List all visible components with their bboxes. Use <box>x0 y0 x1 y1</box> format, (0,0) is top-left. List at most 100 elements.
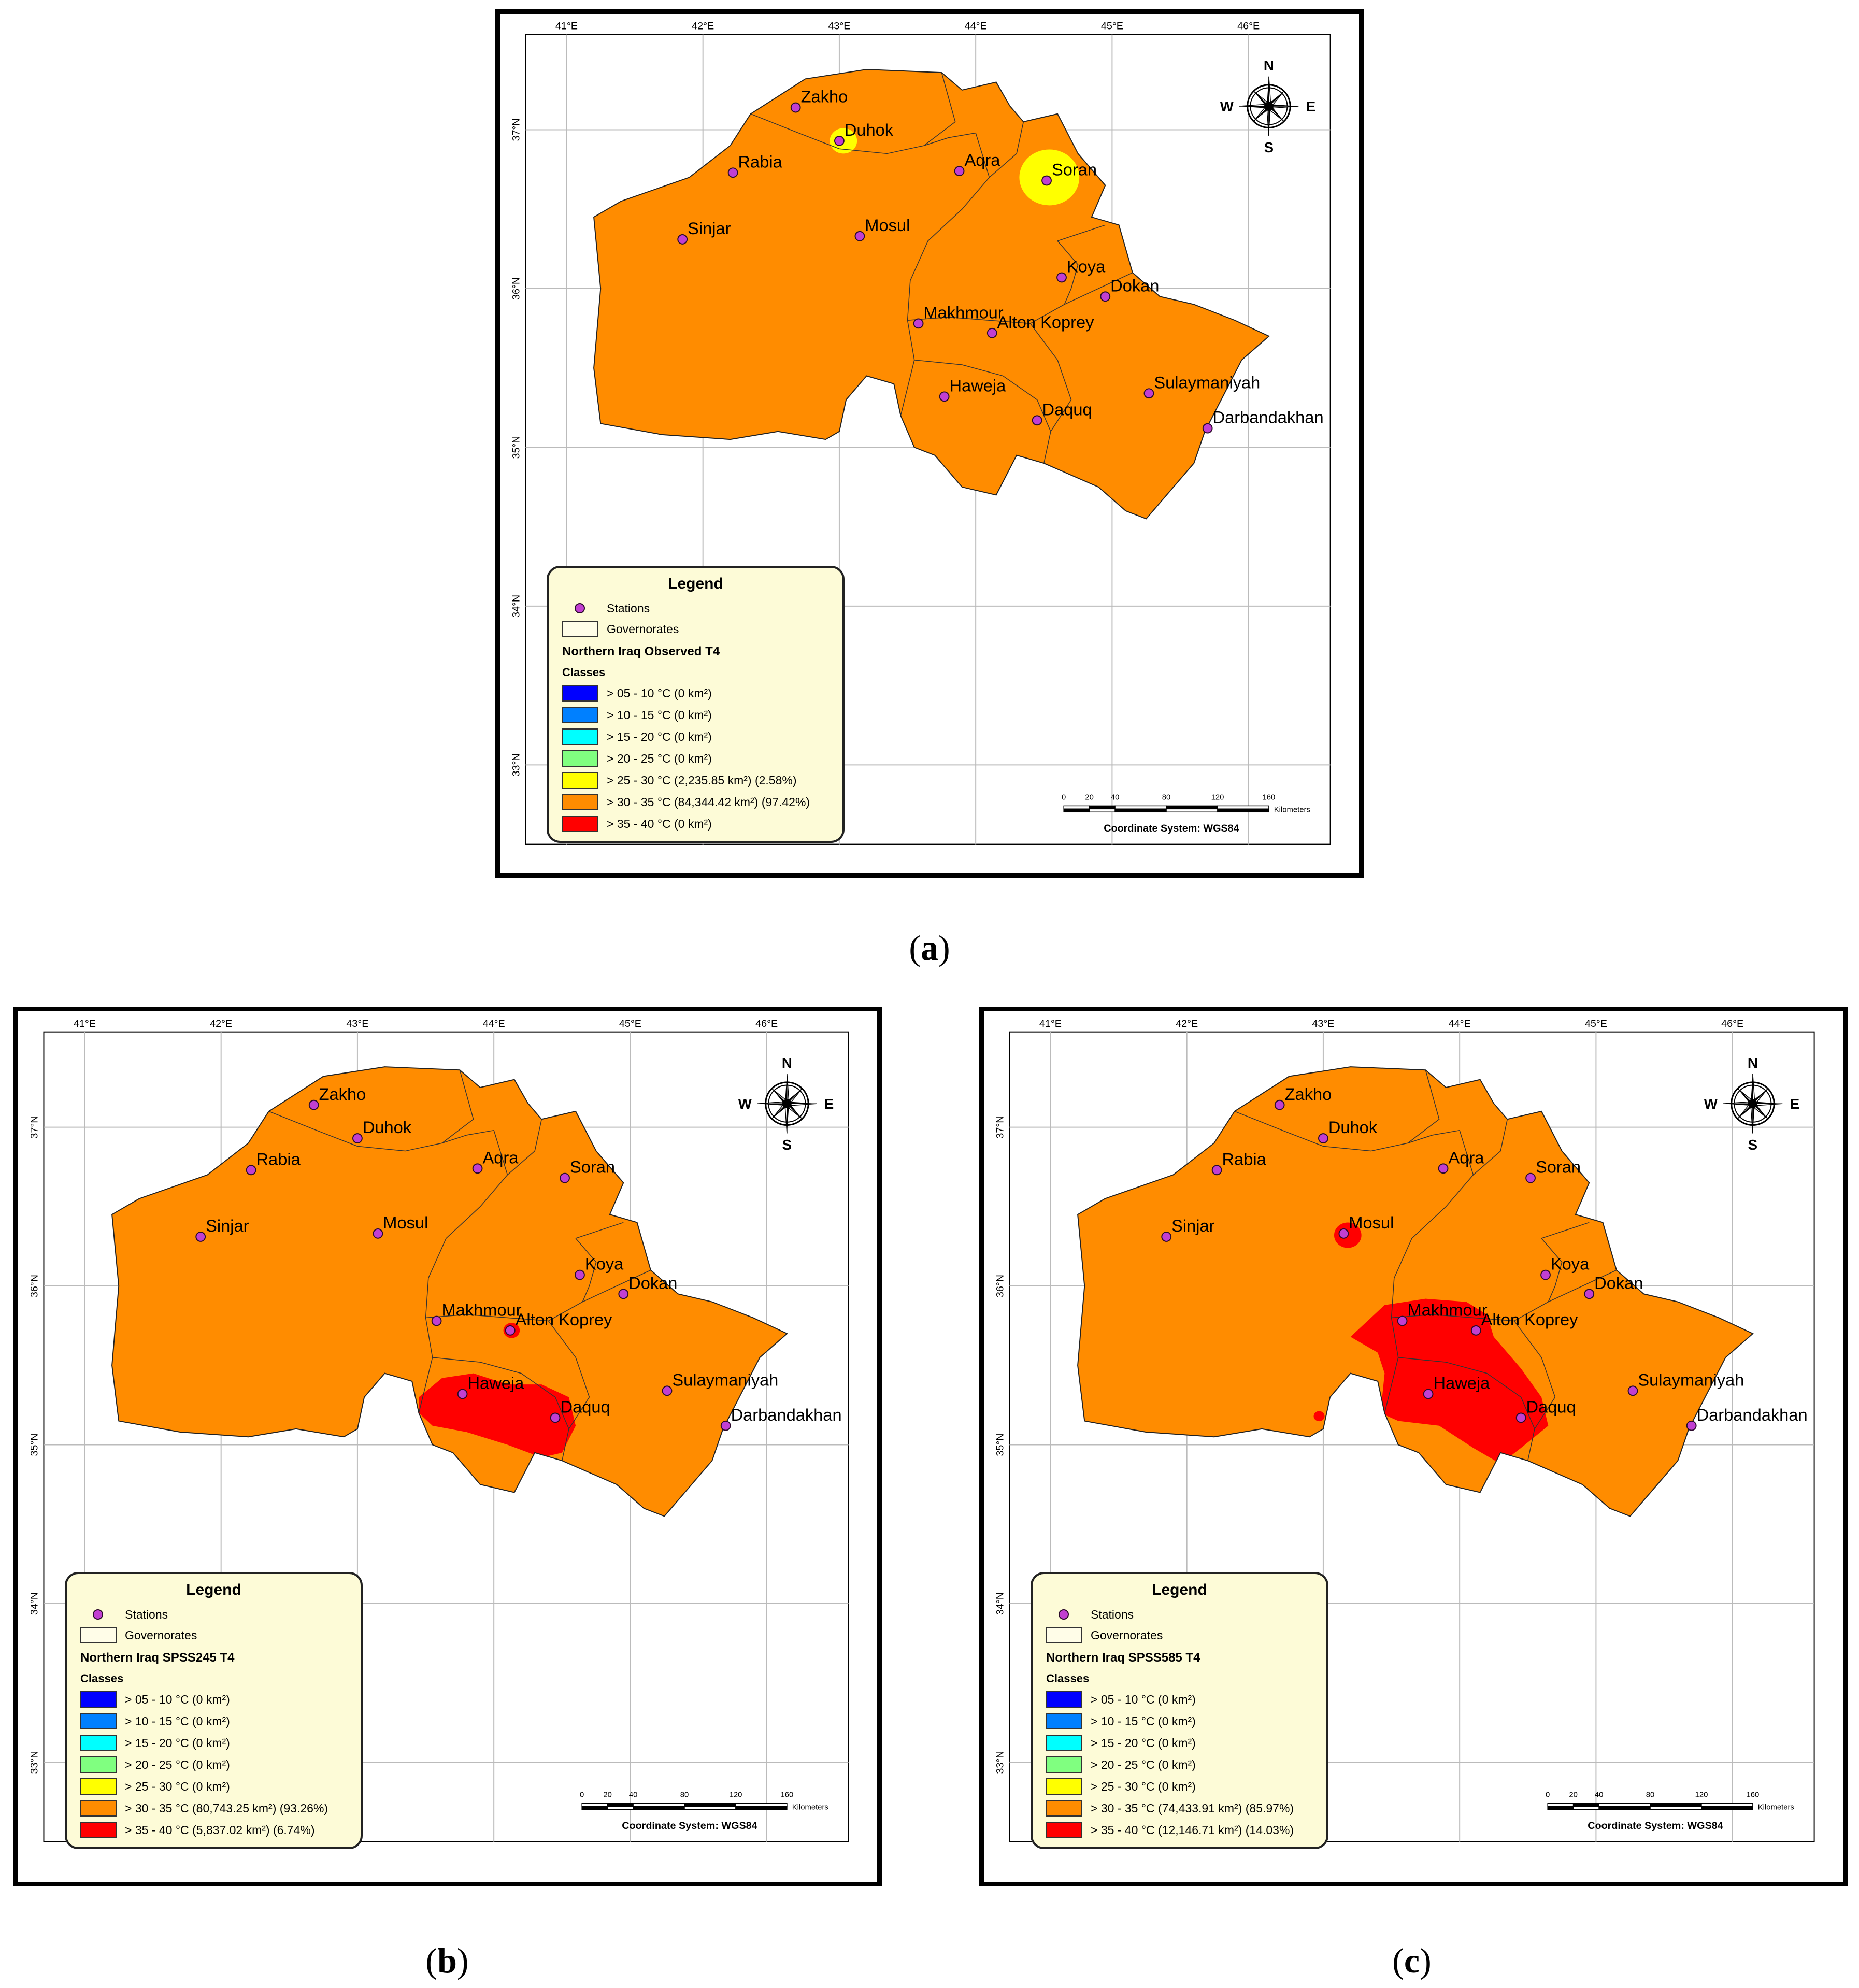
class-swatch <box>1046 1691 1082 1708</box>
class-swatch <box>80 1735 117 1751</box>
station-label: Alton Koprey <box>1481 1310 1578 1329</box>
lon-tick-label: 42°E <box>692 21 714 32</box>
station-marker <box>1143 388 1154 399</box>
legend-class-label: > 30 - 35 °C (84,344.42 km²) (97.42%) <box>607 795 810 809</box>
legend-row-class: > 20 - 25 °C (0 km²) <box>1046 1754 1196 1775</box>
governorate-border <box>1407 1070 1440 1143</box>
station-symbol <box>93 1609 103 1620</box>
legend-row-class: > 20 - 25 °C (0 km²) <box>80 1754 230 1775</box>
governorate-border <box>1234 1111 1460 1152</box>
station-label: Duhok <box>363 1118 412 1137</box>
legend-row-class: > 35 - 40 °C (5,837.02 km²) (6.74%) <box>80 1820 315 1840</box>
legend-row-class: > 30 - 35 °C (74,433.91 km²) (85.97%) <box>1046 1798 1294 1819</box>
class-swatch <box>562 750 598 767</box>
station-label: Koya <box>1067 257 1106 276</box>
legend-row-class: > 25 - 30 °C (0 km²) <box>80 1776 230 1797</box>
legend-class-label: > 10 - 15 °C (0 km²) <box>1091 1714 1196 1728</box>
governorate-border <box>1541 1222 1590 1239</box>
scale-tick-label: 40 <box>629 1791 637 1799</box>
legend-class-label: > 25 - 30 °C (0 km²) <box>125 1779 230 1793</box>
legend-class-label: > 35 - 40 °C (12,146.71 km²) (14.03%) <box>1091 1823 1294 1837</box>
region-outline <box>111 1066 788 1517</box>
region-fill <box>112 1067 788 1517</box>
scale-tick-label: 160 <box>781 1791 794 1799</box>
station-marker <box>1627 1385 1638 1396</box>
class-swatch <box>1046 1735 1082 1751</box>
legend-row-class: > 05 - 10 °C (0 km²) <box>80 1689 230 1710</box>
map-canvas-c: 41°E 42°E 43°E 44°E 45°E 46°E 37°N 36°N 35°N 34°N… <box>995 1018 1815 1842</box>
station-marker <box>431 1315 442 1326</box>
station-label: Makhmour <box>1407 1300 1487 1320</box>
station-label: Daquq <box>561 1397 610 1417</box>
scale-tick-label: 40 <box>1595 1791 1604 1799</box>
station-marker <box>720 1420 731 1431</box>
compass-letter: E <box>824 1096 834 1112</box>
legend-class-label: > 05 - 10 °C (0 km²) <box>607 686 712 700</box>
station-marker <box>1056 272 1067 283</box>
caption-c: (c) <box>1392 1941 1432 1980</box>
compass-letter: E <box>1306 98 1315 115</box>
class-swatch <box>1046 1822 1082 1838</box>
station-label: Darbandakhan <box>1213 408 1324 427</box>
legend-row-class: > 15 - 20 °C (0 km²) <box>562 726 712 747</box>
station-marker <box>677 234 688 245</box>
region-fill <box>1078 1067 1753 1517</box>
governorate-border <box>1057 240 1079 305</box>
station-label: Sulaymaniyah <box>672 1370 778 1389</box>
legend-class-label: > 35 - 40 °C (0 km²) <box>607 817 712 831</box>
legend-class-label: > 05 - 10 °C (0 km²) <box>1091 1692 1196 1706</box>
lat-tick-label: 34°N <box>995 1592 1006 1615</box>
station-marker <box>913 318 924 329</box>
class-swatch <box>562 772 598 789</box>
station-marker <box>550 1412 561 1423</box>
class-swatch <box>80 1691 117 1708</box>
legend-row-stations: Stations <box>80 1604 168 1625</box>
governorate-border <box>575 1222 624 1239</box>
governorate-border <box>1398 1357 1535 1461</box>
station-label: Makhmour <box>923 303 1003 322</box>
governorate-border <box>268 1111 494 1152</box>
station-label: Haweja <box>1434 1374 1491 1393</box>
scale-tick-label: 80 <box>1162 794 1170 802</box>
station-symbol <box>1059 1609 1069 1620</box>
station-marker <box>1318 1133 1328 1143</box>
governorate-border <box>1391 1269 1617 1322</box>
station-label: Sinjar <box>1171 1216 1215 1235</box>
legend-classes-label: Classes <box>80 1672 124 1685</box>
compass-letter: N <box>782 1055 792 1071</box>
compass-letter: W <box>738 1096 752 1112</box>
compass-letter: W <box>1704 1096 1718 1112</box>
station-label: Alton Koprey <box>516 1310 612 1329</box>
station-label: Alton Koprey <box>997 312 1094 332</box>
station-marker <box>246 1165 256 1176</box>
governorate-border <box>418 1130 508 1413</box>
station-label: Sinjar <box>206 1216 249 1235</box>
legend-class-label: > 15 - 20 °C (0 km²) <box>125 1736 230 1750</box>
station-label: Sulaymaniyah <box>1154 373 1260 392</box>
class-area <box>1313 1411 1325 1422</box>
legend-row-governorates: Governorates <box>1046 1625 1163 1646</box>
compass-letter: N <box>1748 1055 1758 1071</box>
station-label: Dokan <box>628 1273 677 1292</box>
lat-tick-label: 36°N <box>995 1275 1006 1297</box>
legend-row-class: > 30 - 35 °C (84,344.42 km²) (97.42%) <box>562 792 810 812</box>
scale-tick-label: 0 <box>580 1791 584 1799</box>
station-marker <box>1397 1315 1408 1326</box>
scale-unit: Kilometers <box>792 1803 828 1811</box>
lat-tick-label: 37°N <box>995 1115 1006 1138</box>
lat-tick-label: 33°N <box>29 1751 40 1774</box>
legend-stations-label: Stations <box>1091 1607 1134 1621</box>
station-marker <box>1423 1389 1434 1399</box>
station-marker <box>1202 423 1213 434</box>
governorate-border <box>1473 1119 1508 1176</box>
coordinate-system-label: Coordinate System: WGS84 <box>1588 1820 1723 1832</box>
legend-row-classes-label: Classes <box>80 1668 123 1689</box>
scale-unit: Kilometers <box>1274 806 1310 814</box>
lon-tick-label: 41°E <box>1039 1018 1062 1029</box>
class-swatch <box>562 685 598 702</box>
governorate-border <box>989 121 1024 178</box>
station-label: Koya <box>585 1254 624 1274</box>
legend-row-layer-title: Northern Iraq Observed T4 <box>562 641 720 662</box>
legend-b: Legend Stations Governorates Northern Iraq … <box>65 1572 363 1849</box>
